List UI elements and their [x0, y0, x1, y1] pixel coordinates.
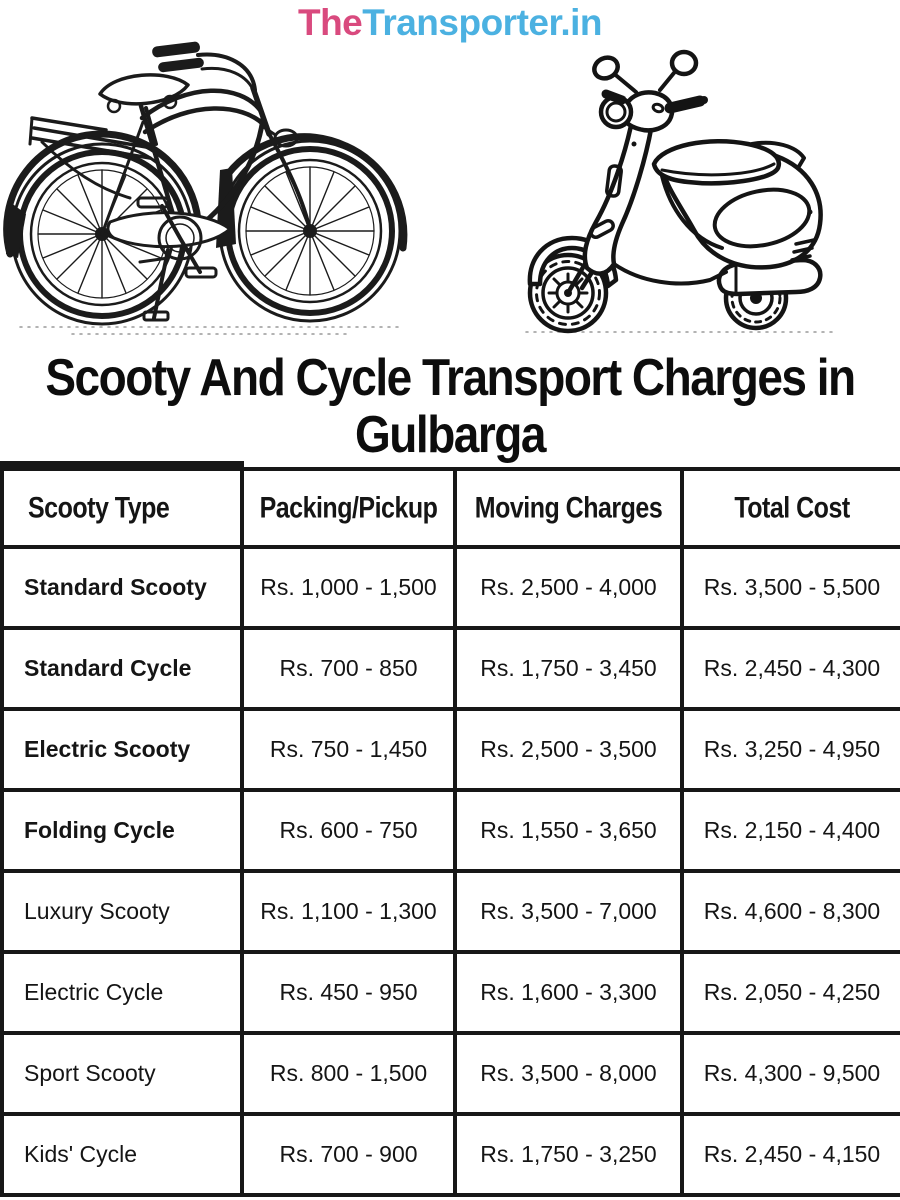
cell-total-cost: Rs. 3,250 - 4,950: [680, 707, 900, 792]
cell-scooty-type: Electric Cycle: [0, 950, 244, 1035]
cell-packing-pickup: Rs. 700 - 900: [240, 1112, 457, 1197]
table-row: Electric Cycle Rs. 450 - 950 Rs. 1,600 -…: [0, 950, 900, 1035]
cell-moving-charges: Rs. 1,750 - 3,250: [453, 1112, 684, 1197]
table-row: Standard Cycle Rs. 700 - 850 Rs. 1,750 -…: [0, 626, 900, 711]
table-row: Kids' Cycle Rs. 700 - 900 Rs. 1,750 - 3,…: [0, 1112, 900, 1197]
charges-table: Scooty Type Packing/Pickup Moving Charge…: [0, 467, 900, 1197]
cell-packing-pickup: Rs. 800 - 1,500: [240, 1031, 457, 1116]
scooter-illustration: [525, 49, 835, 334]
table-row: Electric Scooty Rs. 750 - 1,450 Rs. 2,50…: [0, 707, 900, 792]
cell-scooty-type: Standard Cycle: [0, 626, 244, 711]
column-header-moving-charges: Moving Charges: [453, 467, 684, 549]
cell-packing-pickup: Rs. 600 - 750: [240, 788, 457, 873]
bicycle-illustration: [3, 41, 408, 335]
cell-scooty-type: Electric Scooty: [0, 707, 244, 792]
cell-moving-charges: Rs. 3,500 - 8,000: [453, 1031, 684, 1116]
table-row: Sport Scooty Rs. 800 - 1,500 Rs. 3,500 -…: [0, 1031, 900, 1116]
cell-moving-charges: Rs. 2,500 - 3,500: [453, 707, 684, 792]
page-title-line-2: Gulbarga: [355, 405, 546, 464]
page-title: Scooty And Cycle Transport Charges in Gu…: [0, 347, 900, 464]
cell-total-cost: Rs. 2,150 - 4,400: [680, 788, 900, 873]
cell-packing-pickup: Rs. 450 - 950: [240, 950, 457, 1035]
table-row: Folding Cycle Rs. 600 - 750 Rs. 1,550 - …: [0, 788, 900, 873]
column-header-total-cost: Total Cost: [680, 467, 900, 549]
cell-scooty-type: Kids' Cycle: [0, 1112, 244, 1197]
cell-packing-pickup: Rs. 1,000 - 1,500: [240, 545, 457, 630]
cell-total-cost: Rs. 4,300 - 9,500: [680, 1031, 900, 1116]
logo: TheTransporter.in: [0, 0, 900, 46]
cell-scooty-type: Folding Cycle: [0, 788, 244, 873]
header-row: Scooty Type Packing/Pickup Moving Charge…: [0, 467, 900, 549]
logo-the: The: [297, 2, 363, 43]
cell-total-cost: Rs. 2,450 - 4,300: [680, 626, 900, 711]
cell-total-cost: Rs. 2,050 - 4,250: [680, 950, 900, 1035]
cell-scooty-type: Luxury Scooty: [0, 869, 244, 954]
column-header-scooty-type: Scooty Type: [0, 467, 244, 549]
cell-moving-charges: Rs. 1,550 - 3,650: [453, 788, 684, 873]
cell-packing-pickup: Rs. 750 - 1,450: [240, 707, 457, 792]
cell-packing-pickup: Rs. 700 - 850: [240, 626, 457, 711]
table-top-border-notch: [0, 461, 244, 467]
cell-moving-charges: Rs. 2,500 - 4,000: [453, 545, 684, 630]
cell-total-cost: Rs. 2,450 - 4,150: [680, 1112, 900, 1197]
cell-total-cost: Rs. 4,600 - 8,300: [680, 869, 900, 954]
logo-rest: Transporter.in: [362, 2, 602, 43]
table-row: Luxury Scooty Rs. 1,100 - 1,300 Rs. 3,50…: [0, 869, 900, 954]
page-title-line-1: Scooty And Cycle Transport Charges in: [45, 347, 856, 407]
cell-moving-charges: Rs. 1,600 - 3,300: [453, 950, 684, 1035]
cell-total-cost: Rs. 3,500 - 5,500: [680, 545, 900, 630]
cell-scooty-type: Standard Scooty: [0, 545, 244, 630]
cell-moving-charges: Rs. 3,500 - 7,000: [453, 869, 684, 954]
cell-scooty-type: Sport Scooty: [0, 1031, 244, 1116]
cell-moving-charges: Rs. 1,750 - 3,450: [453, 626, 684, 711]
table-row: Standard Scooty Rs. 1,000 - 1,500 Rs. 2,…: [0, 545, 900, 630]
column-header-packing-pickup: Packing/Pickup: [240, 467, 457, 549]
cell-packing-pickup: Rs. 1,100 - 1,300: [240, 869, 457, 954]
